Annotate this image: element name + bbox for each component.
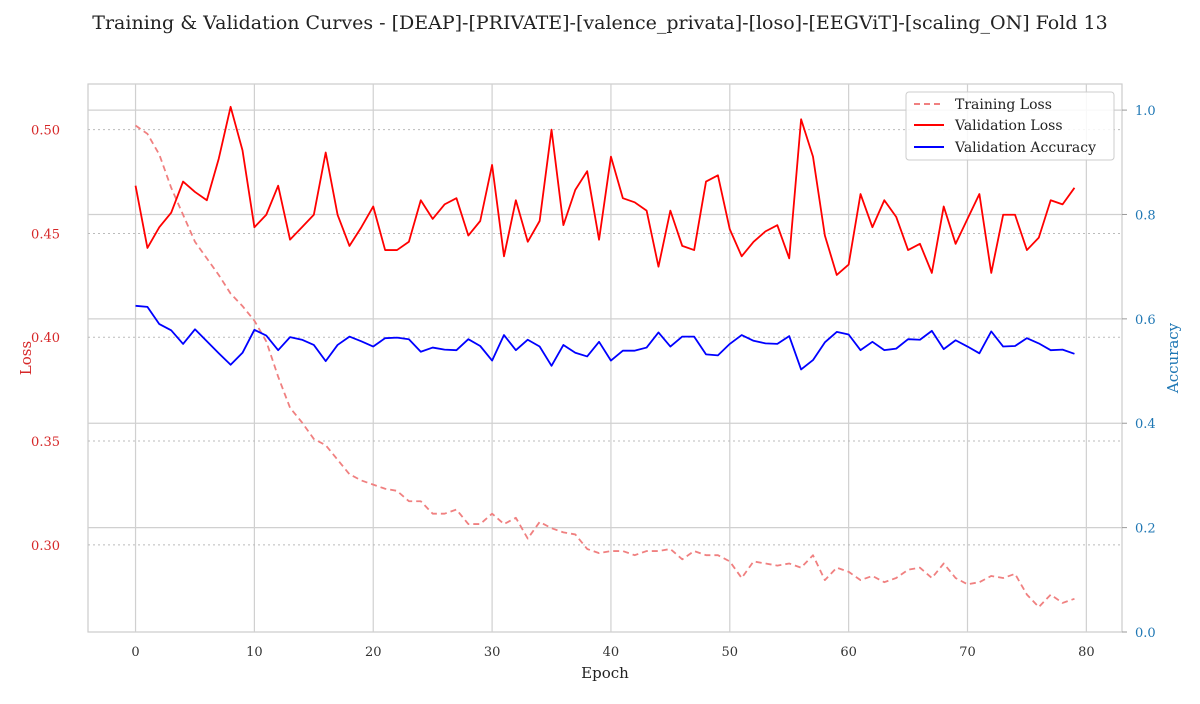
training-loss-line [135, 124, 1075, 608]
x-tick-label: 80 [1078, 645, 1095, 660]
left-y-tick-label: 0.30 [31, 539, 60, 554]
x-axis-label: Epoch [581, 664, 629, 682]
x-tick-label: 40 [603, 645, 620, 660]
right-y-tick-labels: 0.0 0.2 0.4 0.6 0.8 1.0 [1135, 104, 1156, 641]
left-y-tick-label: 0.50 [31, 124, 60, 139]
x-tick-label: 60 [840, 645, 857, 660]
x-tick-label: 70 [959, 645, 976, 660]
right-y-tick-label: 0.0 [1135, 626, 1156, 641]
x-tick-label: 10 [246, 645, 263, 660]
series-layer [134, 105, 1076, 608]
legend-box [905, 91, 1115, 161]
right-y-gridlines [88, 109, 1127, 633]
left-y-tick-label: 0.40 [31, 331, 60, 346]
chart-title: Training & Validation Curves - [DEAP]-[P… [92, 12, 1107, 34]
right-y-tick-label: 0.4 [1135, 417, 1156, 432]
plot-frame [87, 83, 1123, 633]
x-tick-label: 0 [131, 645, 139, 660]
validation-accuracy-line [135, 304, 1075, 371]
legend-label-training-loss: Training Loss [955, 97, 1052, 113]
x-tick-label: 20 [365, 645, 382, 660]
legend-label-validation-loss: Validation Loss [954, 118, 1063, 134]
x-tick-labels: 0 10 20 30 40 50 60 70 80 [131, 645, 1094, 660]
legend-label-validation-accuracy: Validation Accuracy [954, 140, 1096, 156]
x-gridlines [134, 84, 1087, 632]
right-y-tick-label: 0.8 [1135, 208, 1156, 223]
left-y-tick-label: 0.35 [31, 435, 60, 450]
left-y-tick-labels: 0.30 0.35 0.40 0.45 0.50 [31, 124, 60, 554]
right-y-tick-label: 0.2 [1135, 522, 1156, 537]
validation-loss-line [134, 105, 1076, 276]
left-y-axis-label: Loss [17, 341, 35, 375]
right-y-tick-label: 1.0 [1135, 104, 1156, 119]
x-tick-label: 50 [722, 645, 739, 660]
x-tick-label: 30 [484, 645, 501, 660]
right-y-axis-label: Accuracy [1164, 322, 1182, 394]
legend: Training Loss Validation Loss Validation… [905, 91, 1115, 161]
right-y-tick-label: 0.6 [1135, 313, 1156, 328]
left-y-tick-label: 0.45 [31, 227, 60, 242]
